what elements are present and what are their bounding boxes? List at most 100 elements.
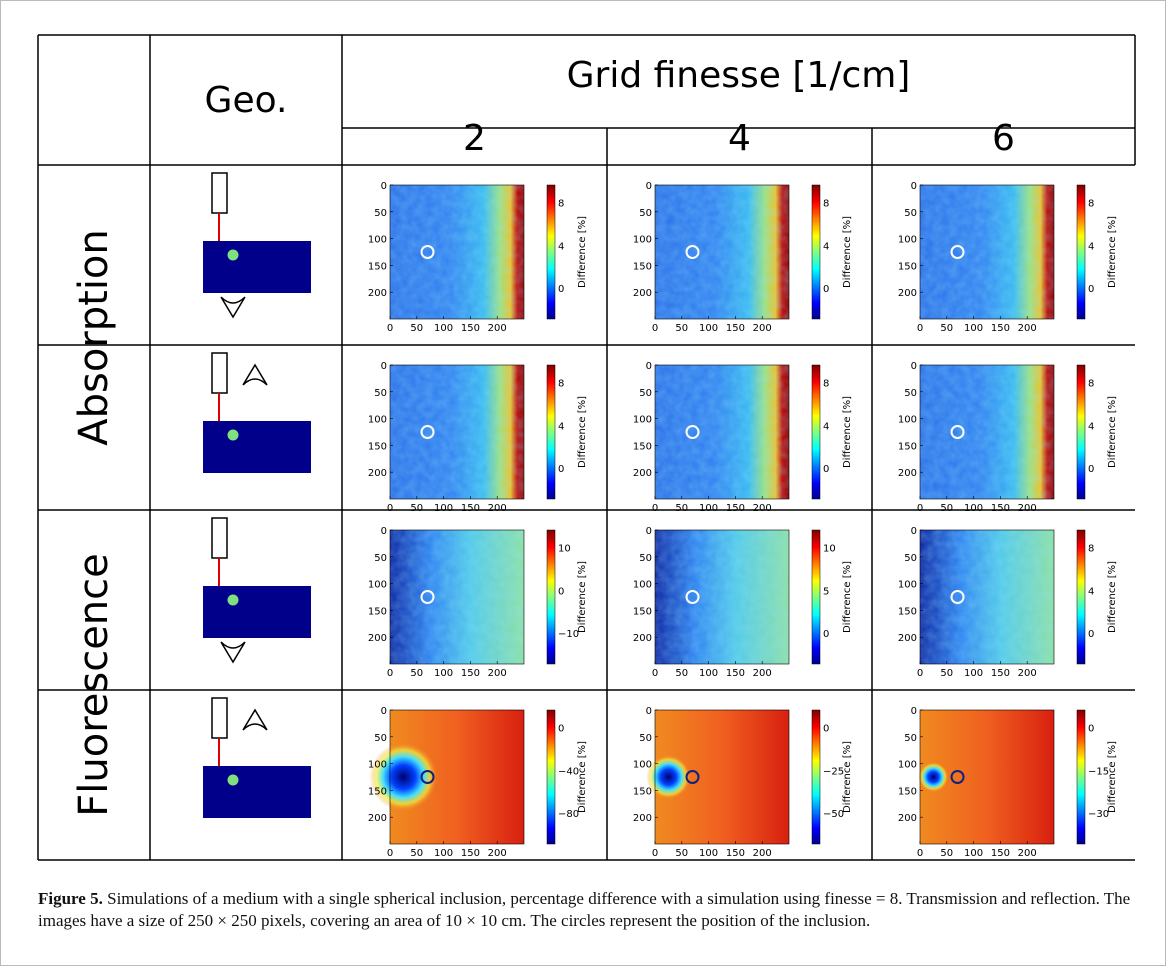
heatmap-panel: 005050100100150150200200100−10Difference… [368,526,588,679]
y-tick-label: 200 [368,288,387,299]
heatmap-texture [920,365,1054,499]
hotspot [918,762,949,792]
inclusion-marker [685,590,700,604]
figure-label: Figure 5. [38,889,103,908]
colorbar [546,184,556,320]
y-tick-label: 150 [898,786,917,797]
colorbar-label: Difference [%] [577,396,588,468]
y-tick-label: 200 [633,633,652,644]
eye-icon [242,708,268,731]
x-tick-label: 150 [461,848,480,859]
colorbar-label: Difference [%] [842,561,853,633]
inclusion-marker [950,770,965,784]
inclusion-marker [420,770,435,784]
heatmap-border [919,529,1055,665]
y-tick-label: 0 [911,181,917,192]
x-tick-label: 0 [387,668,393,679]
colorbar-tick-label: 8 [1088,543,1094,554]
y-tick-label: 200 [898,813,917,824]
group-label: Absorption [71,229,117,446]
colorbar-tick-label: −40 [558,766,579,777]
y-tick-label: 0 [646,361,652,372]
y-tick-label: 150 [368,261,387,272]
colorbar-tick-label: 8 [558,198,564,209]
source-icon [211,172,228,214]
y-tick-label: 150 [368,441,387,452]
y-tick-label: 50 [904,388,917,399]
source-icon [211,352,228,394]
colorbar-tick-label: 8 [823,198,829,209]
colorbar-tick-label: 0 [823,723,829,734]
x-tick-label: 200 [1018,668,1037,679]
eye-icon [220,641,246,664]
x-tick-label: 200 [1018,848,1037,859]
colorbar-tick-label: 4 [1088,421,1094,432]
colorbar-tick-label: 0 [823,284,829,295]
y-tick-label: 200 [898,633,917,644]
y-tick-label: 50 [374,733,387,744]
colorbar [811,364,821,500]
x-tick-label: 200 [1018,503,1037,514]
x-tick-label: 0 [652,323,658,334]
x-tick-label: 100 [434,323,453,334]
x-tick-label: 100 [434,848,453,859]
heatmap-panel: 0 0 50 50 100 100 150 150 200 200 0 −15 −30Differenc… [898,706,1118,859]
x-tick-label: 100 [699,668,718,679]
inclusion-marker [685,770,700,784]
colorbar-tick-label: 4 [823,241,829,252]
x-tick-label: 150 [461,323,480,334]
y-tick-label: 100 [898,415,917,426]
colorbar-label: Difference [%] [842,396,853,468]
colorbar [811,529,821,665]
y-tick-label: 0 [646,706,652,717]
y-tick-label: 0 [381,181,387,192]
colorbar-tick-label: 0 [558,586,564,597]
heatmap-border [654,529,790,665]
y-tick-label: 200 [633,468,652,479]
y-tick-label: 50 [904,553,917,564]
y-tick-label: 200 [633,288,652,299]
x-tick-label: 150 [991,848,1010,859]
eye-icon [242,363,268,386]
y-tick-label: 50 [639,388,652,399]
y-tick-label: 100 [898,580,917,591]
y-tick-label: 0 [646,526,652,537]
colorbar-label: Difference [%] [1107,216,1118,288]
colorbar [546,709,556,845]
y-tick-label: 100 [368,760,387,771]
y-tick-label: 0 [381,361,387,372]
inclusion [227,774,239,786]
y-tick-label: 50 [904,208,917,219]
heatmap-border [654,709,790,845]
x-tick-label: 100 [964,848,983,859]
x-tick-label: 200 [753,848,772,859]
medium [203,766,311,818]
heatmap-border [389,709,525,845]
colorbar [1076,364,1086,500]
heatmap-panel: 0 0 50 50 100 100 150 150 200 200 8 4 0 Difference [%… [633,361,853,514]
y-tick-label: 50 [639,553,652,564]
colorbar [1076,529,1086,665]
y-tick-label: 100 [633,760,652,771]
heatmap-border [654,364,790,500]
y-tick-label: 150 [898,441,917,452]
colorbar-tick-label: 0 [823,464,829,475]
colorbar-label: Difference [%] [577,216,588,288]
finesse-label: 4 [728,118,751,159]
caption-text: Simulations of a medium with a single sp… [38,889,1131,930]
colorbar-tick-label: −10 [558,629,579,640]
eye-icon [220,296,246,319]
colorbar-tick-label: 10 [823,543,836,554]
y-tick-label: 100 [368,415,387,426]
y-tick-label: 150 [368,606,387,617]
x-tick-label: 200 [488,323,507,334]
inclusion [227,429,239,441]
y-tick-label: 0 [381,706,387,717]
colorbar-tick-label: 8 [823,378,829,389]
colorbar-tick-label: −15 [1088,766,1109,777]
x-tick-label: 100 [964,323,983,334]
colorbar-tick-label: −30 [1088,809,1109,820]
x-tick-label: 50 [410,668,423,679]
x-tick-label: 150 [726,848,745,859]
x-tick-label: 200 [488,503,507,514]
